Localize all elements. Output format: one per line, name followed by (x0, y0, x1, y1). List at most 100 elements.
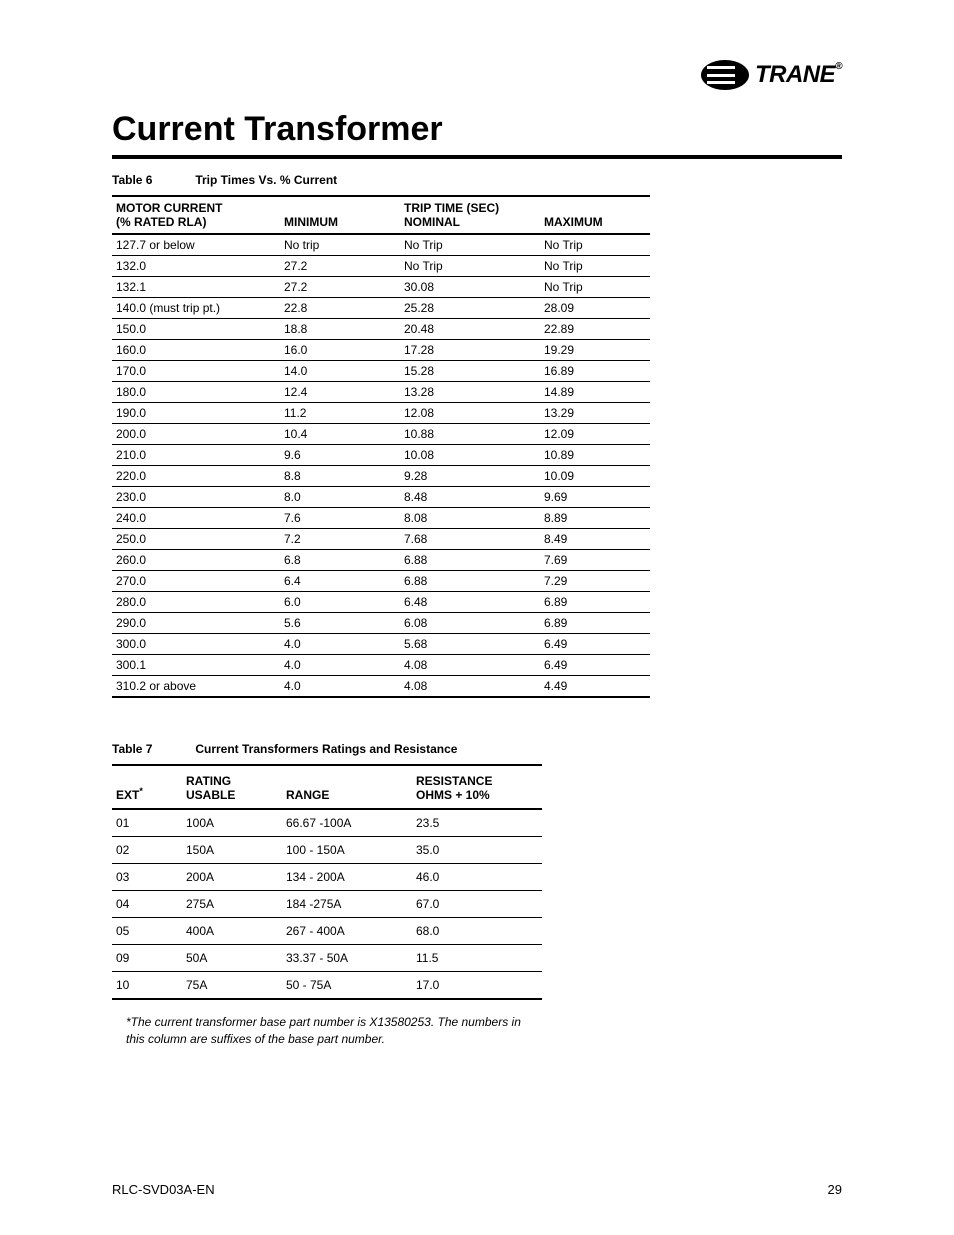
table-row: 132.127.230.08No Trip (112, 277, 650, 298)
table-cell: 18.8 (280, 319, 400, 340)
table-cell: 10.88 (400, 424, 540, 445)
table-cell: 66.67 -100A (282, 809, 412, 837)
table-row: 01100A66.67 -100A23.5 (112, 809, 542, 837)
table-cell: 10.09 (540, 466, 650, 487)
table6-caption: Table 6 Trip Times Vs. % Current (112, 173, 842, 187)
table-cell: 220.0 (112, 466, 280, 487)
table-cell: 10.4 (280, 424, 400, 445)
brand-logo-wordmark: TRANE® (755, 61, 842, 89)
table-row: 160.016.017.2819.29 (112, 340, 650, 361)
table-row: 132.027.2No TripNo Trip (112, 256, 650, 277)
table-cell: 22.8 (280, 298, 400, 319)
table-cell: 6.8 (280, 550, 400, 571)
table7-caption-text: Current Transformers Ratings and Resista… (195, 742, 457, 756)
table-cell: 170.0 (112, 361, 280, 382)
table6-label: Table 6 (112, 173, 192, 187)
table-cell: 132.0 (112, 256, 280, 277)
table-cell: 09 (112, 945, 182, 972)
table-row: 200.010.410.8812.09 (112, 424, 650, 445)
table-cell: 01 (112, 809, 182, 837)
table-cell: 75A (182, 972, 282, 1000)
table-cell: 6.89 (540, 613, 650, 634)
table-cell: 250.0 (112, 529, 280, 550)
table-cell: 7.2 (280, 529, 400, 550)
table-cell: 160.0 (112, 340, 280, 361)
table-cell: 17.0 (412, 972, 542, 1000)
table6: MOTOR CURRENT(% RATED RLA) MINIMUM TRIP … (112, 195, 650, 698)
table-cell: 150A (182, 837, 282, 864)
table-cell: 8.48 (400, 487, 540, 508)
page-footer: RLC-SVD03A-EN 29 (112, 1182, 842, 1197)
table-cell: 8.8 (280, 466, 400, 487)
table-cell: 210.0 (112, 445, 280, 466)
table-cell: 02 (112, 837, 182, 864)
table-cell: No Trip (400, 256, 540, 277)
title-rule (112, 155, 842, 159)
table-row: 230.08.08.489.69 (112, 487, 650, 508)
table-cell: 8.0 (280, 487, 400, 508)
table-cell: 132.1 (112, 277, 280, 298)
table-cell: 6.0 (280, 592, 400, 613)
table-cell: 13.29 (540, 403, 650, 424)
table6-h-col0: MOTOR CURRENT(% RATED RLA) (112, 196, 280, 234)
table-cell: 12.08 (400, 403, 540, 424)
table-cell: 5.6 (280, 613, 400, 634)
table-row: 127.7 or belowNo tripNo TripNo Trip (112, 234, 650, 256)
table-cell: 6.48 (400, 592, 540, 613)
table-cell: 127.7 or below (112, 234, 280, 256)
table-cell: No trip (280, 234, 400, 256)
table-cell: 04 (112, 891, 182, 918)
table6-h-col2: TRIP TIME (SEC)NOMINAL (400, 196, 540, 234)
table7-h-col0: EXT* (112, 765, 182, 809)
table-cell: 9.69 (540, 487, 650, 508)
table-cell: No Trip (540, 256, 650, 277)
table-cell: 50A (182, 945, 282, 972)
table-cell: 50 - 75A (282, 972, 412, 1000)
table-cell: 6.49 (540, 634, 650, 655)
table-cell: 6.88 (400, 550, 540, 571)
table-cell: 275A (182, 891, 282, 918)
table-row: 150.018.820.4822.89 (112, 319, 650, 340)
table-row: 300.14.04.086.49 (112, 655, 650, 676)
table-cell: 6.08 (400, 613, 540, 634)
table-cell: No Trip (540, 234, 650, 256)
table-cell: 400A (182, 918, 282, 945)
table-cell: 22.89 (540, 319, 650, 340)
table-row: 03200A134 - 200A46.0 (112, 864, 542, 891)
table-cell: 7.6 (280, 508, 400, 529)
table-cell: 200.0 (112, 424, 280, 445)
table-cell: 5.68 (400, 634, 540, 655)
table-cell: 8.08 (400, 508, 540, 529)
page-title: Current Transformer (112, 110, 842, 149)
table-cell: 46.0 (412, 864, 542, 891)
table-cell: 300.0 (112, 634, 280, 655)
table7-h-col2: RANGE (282, 765, 412, 809)
table-row: 140.0 (must trip pt.)22.825.2828.09 (112, 298, 650, 319)
table-cell: 15.28 (400, 361, 540, 382)
table-cell: No Trip (400, 234, 540, 256)
table-cell: 134 - 200A (282, 864, 412, 891)
table-cell: 4.49 (540, 676, 650, 698)
table-cell: 14.89 (540, 382, 650, 403)
table-row: 210.09.610.0810.89 (112, 445, 650, 466)
table-cell: 10.89 (540, 445, 650, 466)
table6-h-col1: MINIMUM (280, 196, 400, 234)
table7-caption: Table 7 Current Transformers Ratings and… (112, 742, 542, 756)
table-cell: 27.2 (280, 256, 400, 277)
table-cell: 7.29 (540, 571, 650, 592)
table-cell: 20.48 (400, 319, 540, 340)
table-row: 280.06.06.486.89 (112, 592, 650, 613)
table-cell: 4.0 (280, 655, 400, 676)
table-row: 300.04.05.686.49 (112, 634, 650, 655)
table-cell: 35.0 (412, 837, 542, 864)
table-cell: 200A (182, 864, 282, 891)
table-cell: 9.6 (280, 445, 400, 466)
table-row: 0950A33.37 - 50A11.5 (112, 945, 542, 972)
table-cell: 267 - 400A (282, 918, 412, 945)
table-row: 180.012.413.2814.89 (112, 382, 650, 403)
table-cell: 4.08 (400, 676, 540, 698)
table-row: 170.014.015.2816.89 (112, 361, 650, 382)
table-cell: 33.37 - 50A (282, 945, 412, 972)
table-cell: 300.1 (112, 655, 280, 676)
table-row: 260.06.86.887.69 (112, 550, 650, 571)
